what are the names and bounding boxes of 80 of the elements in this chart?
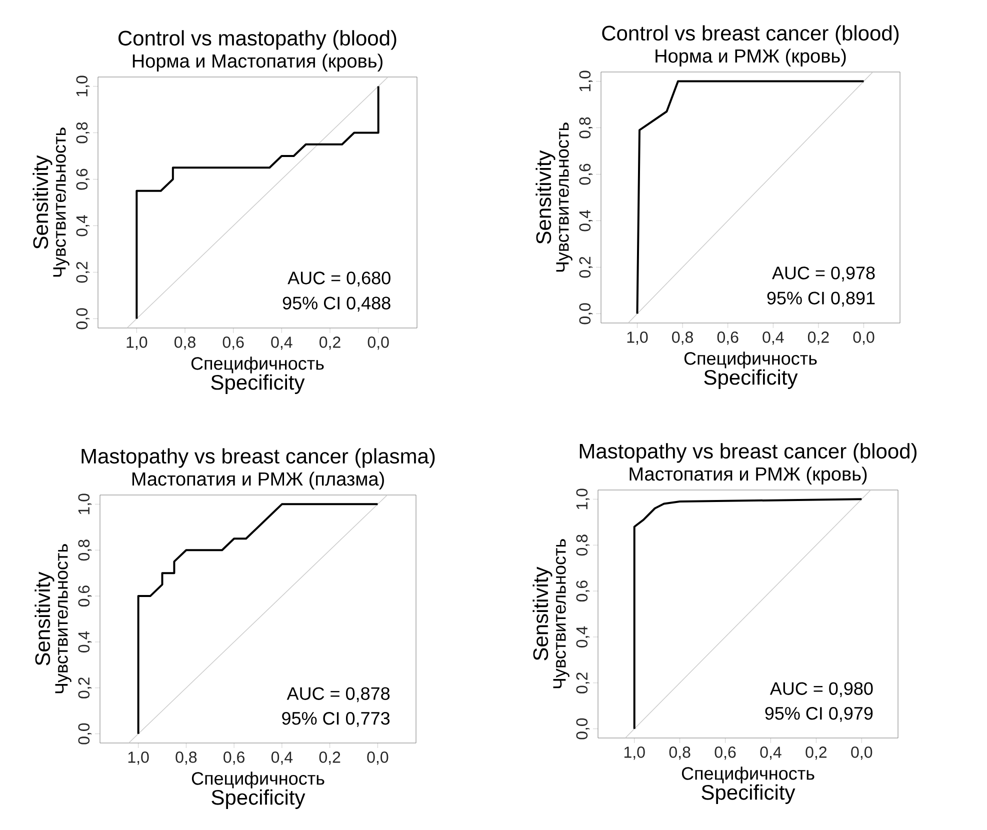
chart-title: Mastopathy vs breast cancer (plasma)	[82, 448, 435, 468]
x-tick-label: 1,0	[128, 752, 149, 765]
y-tick-label: 1,0	[76, 76, 90, 96]
x-tick-label: 0,4	[762, 332, 784, 345]
text: Чувствительность	[53, 128, 70, 277]
y-tick-label: 0,8	[76, 122, 90, 144]
x-tick-label: 0,0	[368, 336, 389, 350]
y-tick-label: 0,4	[579, 210, 592, 232]
y-tick-label: 1,0	[576, 488, 590, 510]
annotation: AUC = 0,980	[770, 682, 873, 698]
y-tick-label: 0,6	[76, 168, 90, 190]
text: Чувствительность	[556, 122, 572, 272]
x-tick-label: 0,4	[271, 336, 292, 350]
x-tick-label: 0,8	[176, 752, 197, 765]
y-tick-label: 0,8	[576, 534, 590, 556]
x-tick-label: 0,0	[851, 746, 872, 760]
text: Specificity	[212, 789, 306, 809]
x-tick-label: 1,0	[624, 746, 645, 760]
annotation: 95% CI 0,773	[282, 712, 390, 727]
x-tick-label: 0,2	[319, 752, 340, 765]
y-tick-label: 0,4	[576, 626, 590, 648]
y-tick-label: 0,2	[78, 678, 92, 698]
annotation: 95% CI 0,891	[767, 292, 875, 307]
x-tick-label: 0,0	[367, 752, 388, 765]
text: Sensitivity	[532, 566, 552, 660]
x-tick-label: 1,0	[627, 332, 648, 345]
x-tick-label: 0,8	[672, 332, 693, 345]
text: Sensitivity	[34, 572, 54, 666]
text: Специфичность	[191, 356, 324, 374]
chart-subtitle: Мастопатия и РМЖ (плазма)	[132, 472, 384, 490]
y-tick-label: 0,0	[576, 718, 590, 740]
annotation: AUC = 0,680	[288, 272, 390, 286]
y-tick-label: 1,0	[78, 494, 92, 514]
text: Specificity	[211, 374, 305, 394]
x-tick-label: 0,6	[714, 746, 736, 760]
x-tick-label: 0,8	[669, 746, 690, 760]
text: Specificity	[702, 784, 796, 804]
chart-title: Control vs mastopathy (blood)	[118, 30, 396, 50]
x-tick-label: 0,6	[222, 336, 244, 350]
text: Specificity	[704, 369, 798, 389]
y-tick-label: 0,6	[576, 580, 590, 602]
annotation: AUC = 0,878	[286, 687, 390, 702]
y-tick-label: 0,4	[78, 631, 92, 652]
x-tick-label: 0,4	[271, 752, 293, 765]
y-tick-label: 0,2	[576, 672, 590, 694]
y-tick-label: 0,6	[78, 586, 92, 607]
x-tick-label: 0,2	[808, 332, 829, 345]
y-tick-label: 0,2	[76, 262, 90, 283]
text: Специфичность	[684, 352, 817, 368]
y-tick-label: 0,2	[579, 256, 592, 278]
chart-subtitle: Мастопатия и РМЖ (кровь)	[630, 466, 867, 484]
chart-subtitle: Норма и Мастопатия (кровь)	[132, 54, 382, 72]
y-tick-label: 0,8	[78, 540, 92, 561]
x-tick-label: 0,6	[224, 752, 244, 765]
y-tick-label: 0,4	[76, 215, 90, 236]
x-tick-label: 0,4	[760, 746, 782, 760]
text: Чувствительность	[553, 539, 570, 688]
x-tick-label: 0,2	[320, 336, 340, 350]
x-tick-label: 1,0	[126, 336, 148, 350]
text: Sensitivity	[32, 155, 52, 249]
y-tick-label: 0,6	[579, 164, 592, 185]
text: Sensitivity	[536, 150, 556, 244]
x-tick-label: 0,6	[717, 332, 738, 345]
x-tick-label: 0,8	[174, 336, 196, 350]
y-tick-label: 0,0	[78, 723, 92, 744]
chart-title: Control vs breast cancer (blood)	[602, 25, 899, 45]
text: Специфичность	[192, 772, 324, 788]
text: Специфичность	[682, 766, 814, 784]
x-tick-label: 0,0	[853, 332, 874, 345]
annotation: AUC = 0,978	[772, 266, 875, 282]
y-tick-label: 0,0	[579, 303, 592, 324]
y-tick-label: 1,0	[579, 70, 592, 92]
annotation: 95% CI 0,488	[282, 296, 390, 312]
y-tick-label: 0,8	[579, 117, 592, 138]
chart-subtitle: Норма и РМЖ (кровь)	[656, 48, 846, 66]
annotation: 95% CI 0,979	[765, 706, 873, 722]
y-tick-label: 0,0	[76, 308, 90, 330]
x-tick-label: 0,2	[806, 746, 827, 760]
text: Чувствительность	[55, 544, 72, 694]
chart-title: Mastopathy vs breast cancer (blood)	[580, 443, 916, 463]
